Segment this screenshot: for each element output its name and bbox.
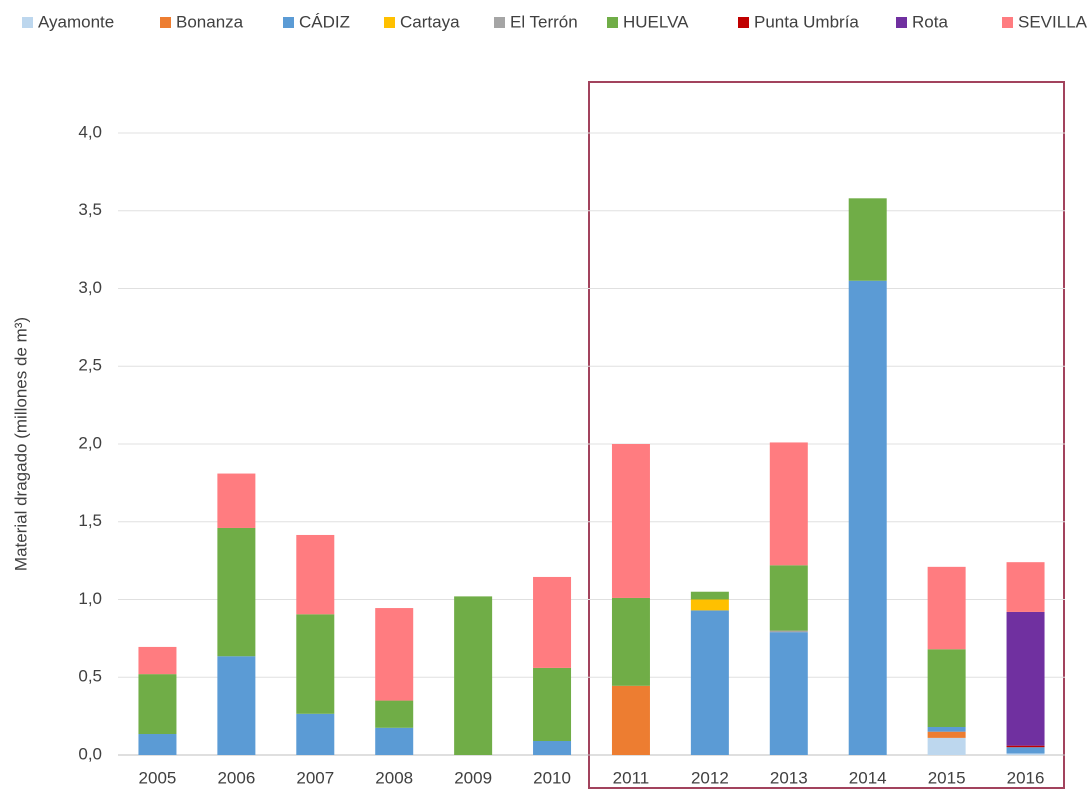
legend-swatch	[896, 17, 907, 28]
bar-segment	[927, 737, 966, 755]
bar-segment	[533, 667, 572, 742]
legend-swatch	[607, 17, 618, 28]
bar-segment	[611, 597, 650, 686]
y-tick-label: 4,0	[78, 122, 102, 141]
legend-label: CÁDIZ	[299, 12, 350, 31]
legend-label: Rota	[912, 12, 948, 31]
x-tick-label: 2015	[928, 768, 966, 787]
y-tick-label: 0,5	[78, 667, 102, 686]
y-tick-label: 3,5	[78, 200, 102, 219]
x-tick-label: 2013	[770, 768, 808, 787]
y-tick-label: 1,0	[78, 589, 102, 608]
legend-label: Punta Umbría	[754, 12, 859, 31]
y-tick-label: 1,5	[78, 511, 102, 530]
legend-swatch	[494, 17, 505, 28]
bar-segment	[217, 527, 256, 657]
bar-segment	[375, 700, 414, 728]
x-tick-label: 2010	[533, 768, 571, 787]
bar-segment	[296, 713, 335, 755]
bar-segment	[769, 565, 808, 631]
bar-segment	[927, 649, 966, 728]
bar-segment	[927, 727, 966, 732]
bar-segment	[611, 685, 650, 755]
y-tick-label: 0,0	[78, 744, 102, 763]
legend-label: HUELVA	[623, 12, 689, 31]
y-tick-label: 2,5	[78, 356, 102, 375]
x-tick-label: 2009	[454, 768, 492, 787]
y-tick-label: 3,0	[78, 278, 102, 297]
bar-segment	[1006, 753, 1045, 755]
x-tick-label: 2016	[1007, 768, 1045, 787]
bar-segment	[848, 198, 887, 281]
bar-segment	[1006, 611, 1045, 746]
bar-segment	[454, 596, 493, 755]
y-axis-label: Material dragado (millones de m³)	[11, 317, 30, 571]
legend-label: El Terrón	[510, 12, 578, 31]
bar-segment	[690, 599, 729, 611]
legend-swatch	[384, 17, 395, 28]
bar-segment	[375, 608, 414, 701]
bar-segment	[1006, 745, 1045, 748]
legend-swatch	[283, 17, 294, 28]
bar-segment	[927, 731, 966, 738]
bar-segment	[848, 280, 887, 755]
legend-label: Ayamonte	[38, 12, 114, 31]
legend-swatch	[738, 17, 749, 28]
bar-segment	[533, 741, 572, 755]
bar-segment	[611, 444, 650, 598]
bar-segment	[690, 610, 729, 755]
bar-segment	[296, 614, 335, 714]
bar-segment	[1006, 747, 1045, 754]
bar-segment	[138, 674, 177, 735]
highlight-box	[588, 81, 1065, 789]
bar-segment	[533, 576, 572, 668]
bar-segment	[769, 632, 808, 755]
x-tick-label: 2012	[691, 768, 729, 787]
bar-segment	[1006, 562, 1045, 612]
bar-segment	[769, 630, 808, 633]
bar-segment	[690, 591, 729, 600]
x-tick-label: 2008	[375, 768, 413, 787]
bar-segment	[217, 656, 256, 755]
legend-label: Cartaya	[400, 12, 460, 31]
y-tick-label: 2,0	[78, 433, 102, 452]
legend-label: Bonanza	[176, 12, 244, 31]
bar-segment	[296, 534, 335, 615]
legend-swatch	[160, 17, 171, 28]
legend-swatch	[22, 17, 33, 28]
x-tick-label: 2005	[139, 768, 177, 787]
x-tick-label: 2014	[849, 768, 887, 787]
x-tick-label: 2007	[296, 768, 334, 787]
bar-segment	[375, 727, 414, 755]
bar-segment	[217, 473, 256, 528]
x-tick-label: 2006	[217, 768, 255, 787]
legend-swatch	[1002, 17, 1013, 28]
bar-segment	[927, 566, 966, 650]
bar-segment	[138, 646, 177, 675]
bar-segment	[138, 734, 177, 755]
legend-label: SEVILLA	[1018, 12, 1088, 31]
bar-segment	[769, 442, 808, 566]
x-tick-label: 2011	[613, 768, 650, 787]
